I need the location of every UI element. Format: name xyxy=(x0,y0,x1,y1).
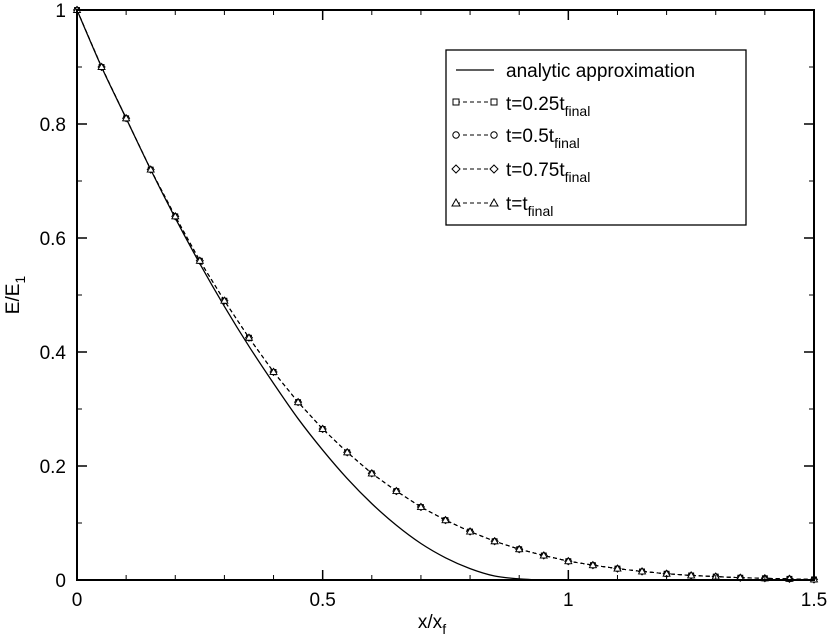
legend-label-analytic: analytic approximation xyxy=(506,61,695,82)
y-tick-label: 0.8 xyxy=(40,115,66,136)
data-point-triangle xyxy=(97,62,106,70)
y-tick-label: 0.4 xyxy=(40,343,67,364)
data-point-triangle xyxy=(613,564,622,572)
data-point-triangle xyxy=(318,424,327,432)
legend-label-tfinal: t=tfinal xyxy=(506,194,553,219)
data-point-triangle xyxy=(269,367,278,375)
data-point-triangle xyxy=(441,515,450,524)
data-point-triangle xyxy=(564,556,573,565)
data-point-triangle xyxy=(392,486,401,495)
x-tick-label: 1 xyxy=(563,590,574,611)
data-point-triangle xyxy=(588,560,598,569)
legend-label-t025-main: t=0.25t xyxy=(506,94,565,115)
data-point-triangle xyxy=(121,113,131,122)
data-point-triangle xyxy=(293,397,303,406)
data-point-triangle xyxy=(367,469,377,477)
data-point-triangle xyxy=(416,502,426,510)
legend-label-t075: t=0.75tfinal xyxy=(506,160,590,185)
x-tick-label: 0.5 xyxy=(309,590,335,611)
x-axis-title-sub: f xyxy=(442,621,446,637)
data-point-triangle xyxy=(686,571,696,579)
legend-label-tfinal-main: t=t xyxy=(506,194,528,215)
legend-entry-analytic: analytic approximation xyxy=(456,61,695,82)
data-point-triangle xyxy=(637,567,647,575)
data-point-triangle xyxy=(514,544,524,553)
legend-marker-diamond xyxy=(489,164,499,174)
legend-label-t075-main: t=0.75t xyxy=(506,160,565,181)
x-tick-label: 1.5 xyxy=(801,590,827,611)
data-point-triangle xyxy=(539,551,549,559)
legend-label-t05-main: t=0.5t xyxy=(506,126,555,147)
legend-entry-t05: t=0.5tfinal xyxy=(452,126,580,151)
data-point-triangle xyxy=(465,527,475,535)
y-tick-label: 0 xyxy=(55,571,66,592)
legend-entry-tfinal: t=tfinal xyxy=(451,194,553,219)
legend-marker-diamond xyxy=(451,164,461,174)
data-point-triangle xyxy=(244,333,254,341)
data-point-triangle xyxy=(342,447,352,456)
legend-label-t05: t=0.5tfinal xyxy=(506,126,580,151)
y-axis-title: E/E1 xyxy=(3,276,28,315)
legend-label-tfinal-sub: final xyxy=(528,203,554,219)
data-point-triangle xyxy=(195,256,205,264)
axis-ticks: 0 0.5 1 1.5 0 0.2 0.4 0.6 0.8 1 xyxy=(40,1,828,611)
legend-marker-circle xyxy=(452,131,460,139)
y-axis-title-main: E/E xyxy=(3,284,24,315)
legend-entry-t075: t=0.75tfinal xyxy=(451,160,590,185)
legend-marker-triangle xyxy=(489,197,499,207)
x-axis-title-main: x/x xyxy=(418,612,443,633)
data-point-triangle xyxy=(490,536,499,545)
legend-marker-circle xyxy=(490,131,498,139)
data-point-triangle xyxy=(170,211,180,220)
y-tick-label: 0.2 xyxy=(40,457,66,478)
x-tick-label: 0 xyxy=(72,590,83,611)
x-axis-title: x/xf xyxy=(418,612,446,637)
legend-label-t025: t=0.25tfinal xyxy=(506,94,590,119)
legend-marker-triangle xyxy=(451,197,461,207)
data-point-triangle xyxy=(220,296,229,304)
legend-label-t075-sub: final xyxy=(565,169,591,185)
legend: analytic approximation t=0.25tfinal t=0.… xyxy=(445,49,747,226)
y-axis-title-sub: 1 xyxy=(12,276,28,284)
data-point-triangle xyxy=(146,165,155,173)
legend-marker-square xyxy=(490,98,498,106)
legend-label-t025-sub: final xyxy=(565,103,591,119)
legend-label-t05-sub: final xyxy=(554,135,580,151)
y-tick-label: 0.6 xyxy=(40,229,66,250)
legend-marker-square xyxy=(452,98,460,106)
legend-entry-t025: t=0.25tfinal xyxy=(452,94,590,119)
y-tick-label: 1 xyxy=(55,1,66,22)
